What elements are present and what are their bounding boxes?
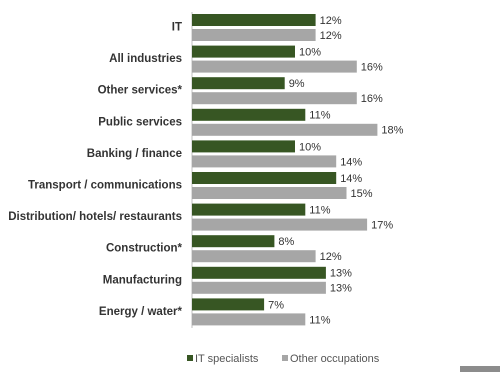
value-label: 12%: [320, 30, 342, 42]
bar: [192, 29, 316, 41]
category-label: Energy / water*: [99, 306, 183, 318]
bar: [192, 298, 265, 311]
value-label: 11%: [309, 205, 330, 217]
value-label: 13%: [330, 283, 352, 295]
bar: [192, 281, 326, 294]
value-label: 8%: [278, 236, 294, 248]
bar: [192, 235, 275, 248]
corner-decoration: [460, 366, 500, 372]
value-label: 7%: [268, 299, 284, 311]
value-label: 17%: [371, 220, 393, 232]
category-label: Manufacturing: [103, 274, 182, 286]
category-label: Distribution/ hotels/ restaurants: [8, 211, 182, 223]
value-label: 14%: [340, 173, 362, 185]
category-label: Public services: [98, 116, 182, 128]
legend-swatch: [282, 355, 288, 361]
bar: [192, 187, 347, 199]
bar: [192, 203, 306, 216]
legend-label: Other occupations: [290, 353, 380, 365]
bar: [192, 108, 306, 121]
legend-label: IT specialists: [195, 353, 259, 365]
bar: [192, 45, 295, 58]
bar: [192, 172, 337, 184]
category-label: Transport / communications: [28, 180, 182, 192]
legend-swatch: [187, 355, 193, 361]
bar: [192, 218, 368, 231]
value-label: 16%: [361, 93, 383, 105]
value-label: 10%: [299, 47, 321, 59]
bar: [192, 140, 295, 153]
bar: [192, 266, 326, 279]
value-label: 14%: [340, 156, 362, 168]
bar: [192, 313, 306, 326]
category-label: Other services*: [98, 85, 183, 97]
category-label: All industries: [109, 53, 182, 65]
value-label: 10%: [299, 141, 321, 153]
bar: [192, 77, 285, 90]
bar: [192, 155, 337, 168]
value-label: 15%: [351, 188, 373, 200]
bar: [192, 250, 316, 263]
value-label: 9%: [289, 78, 305, 90]
category-label: IT: [172, 22, 182, 34]
value-label: 13%: [330, 268, 352, 280]
category-label: Construction*: [106, 243, 183, 255]
category-label: Banking / finance: [87, 148, 182, 160]
bar: [192, 123, 378, 136]
bar: [192, 14, 316, 26]
bar: [192, 92, 357, 105]
value-label: 16%: [361, 62, 383, 74]
bar: [192, 60, 357, 73]
value-label: 11%: [309, 314, 330, 326]
value-label: 11%: [309, 110, 330, 122]
value-label: 12%: [320, 251, 342, 263]
value-label: 18%: [381, 125, 403, 137]
value-label: 12%: [320, 15, 342, 27]
